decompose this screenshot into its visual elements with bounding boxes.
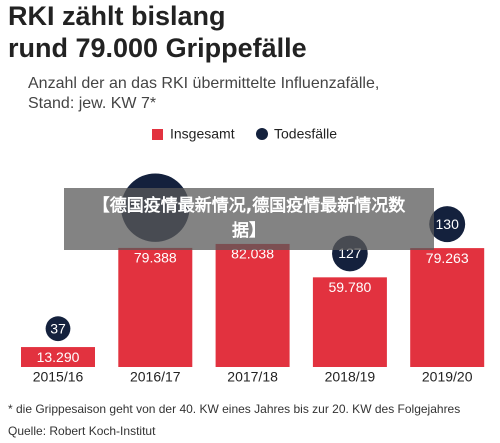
value-label: 79.388 (134, 250, 177, 266)
bar (312, 277, 387, 367)
chart-title: RKI zählt bislang (8, 1, 226, 31)
bar (410, 248, 485, 367)
x-tick-label: 2017/18 (227, 369, 278, 385)
value-label: 13.290 (37, 349, 80, 365)
value-label: 59.780 (328, 279, 371, 295)
chart-title: rund 79.000 Grippefälle (8, 33, 307, 63)
x-tick-label: 2015/16 (33, 369, 84, 385)
legend-label: Insgesamt (170, 126, 235, 142)
bubble-label: 130 (436, 216, 460, 232)
bar (118, 247, 193, 367)
note: * die Grippesaison geht von der 40. KW e… (8, 402, 460, 416)
note: Quelle: Robert Koch-Institut (8, 424, 156, 438)
legend-label: Todesfälle (274, 126, 337, 142)
legend-swatch (152, 129, 163, 140)
death-bubble (45, 316, 71, 342)
death-bubble (429, 206, 466, 243)
bubble-label: 37 (50, 320, 66, 336)
x-tick-label: 2018/19 (325, 369, 376, 385)
x-tick-label: 2019/20 (422, 369, 473, 385)
value-label: 79.263 (426, 250, 469, 266)
bar (21, 347, 95, 367)
subtitle: Stand: jew. KW 7* (28, 95, 156, 112)
x-tick-label: 2016/17 (130, 369, 181, 385)
legend-swatch (256, 128, 268, 140)
bar (215, 243, 290, 367)
overlay-banner: 【德国疫情最新情况,德国疫情最新情况数据】 (64, 188, 434, 250)
subtitle: Anzahl der an das RKI übermittelte Influ… (28, 75, 379, 92)
